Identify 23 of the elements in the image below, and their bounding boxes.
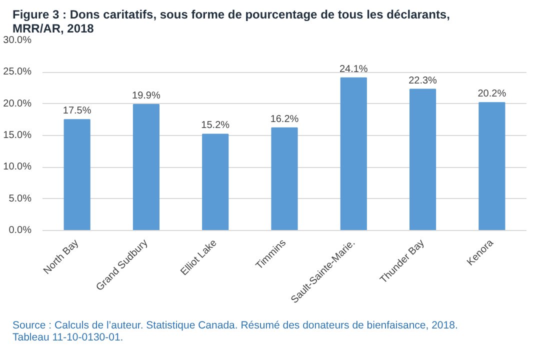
bar (64, 119, 90, 230)
y-tick-label: 20.0% (3, 98, 32, 110)
source-note: Source : Calculs de l’auteur. Statistique Canada. Résumé des donateurs de bienfaisance, 2018. Tableau 11-10-0130-01. (12, 320, 458, 344)
data-label: 24.1% (339, 64, 368, 75)
y-tick-label: 5.0% (8, 193, 32, 204)
bar (202, 134, 229, 230)
y-tick-label: 10.0% (3, 162, 32, 173)
y-tick-label: 0.0% (8, 225, 32, 236)
data-label: 15.2% (201, 120, 230, 132)
y-tick-label: 30.0% (3, 35, 32, 46)
bar (340, 77, 367, 230)
data-label: 19.9% (132, 90, 160, 102)
data-label: 20.2% (478, 88, 506, 100)
y-tick-label: 15.0% (3, 130, 32, 141)
bar (478, 102, 506, 230)
bar (132, 104, 160, 230)
y-tick-label: 25.0% (3, 66, 32, 78)
data-label: 16.2% (270, 114, 299, 125)
bar (409, 88, 436, 230)
data-label: 22.3% (408, 75, 438, 86)
data-label: 17.5% (62, 106, 92, 117)
chart-title: Figure 3 : Dons caritatifs, sous forme de pourcentage de tous les déclarants, MRR/AR, 2018 (12, 8, 450, 36)
bar (271, 127, 298, 230)
